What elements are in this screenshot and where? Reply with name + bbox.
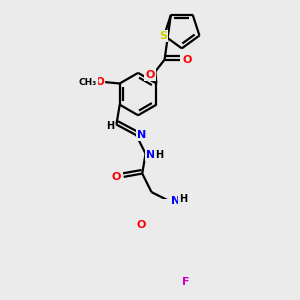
Text: F: F [182,277,189,286]
Text: O: O [182,55,192,64]
Text: N: N [171,196,180,206]
Text: O: O [145,70,155,80]
Text: H: H [179,194,188,204]
Text: N: N [146,150,155,160]
Text: CH₃: CH₃ [79,78,97,87]
Text: N: N [137,130,146,140]
Text: O: O [112,172,121,182]
Text: S: S [159,31,167,41]
Text: O: O [136,220,146,230]
Text: H: H [155,150,163,160]
Text: H: H [106,121,114,131]
Text: O: O [95,77,104,87]
